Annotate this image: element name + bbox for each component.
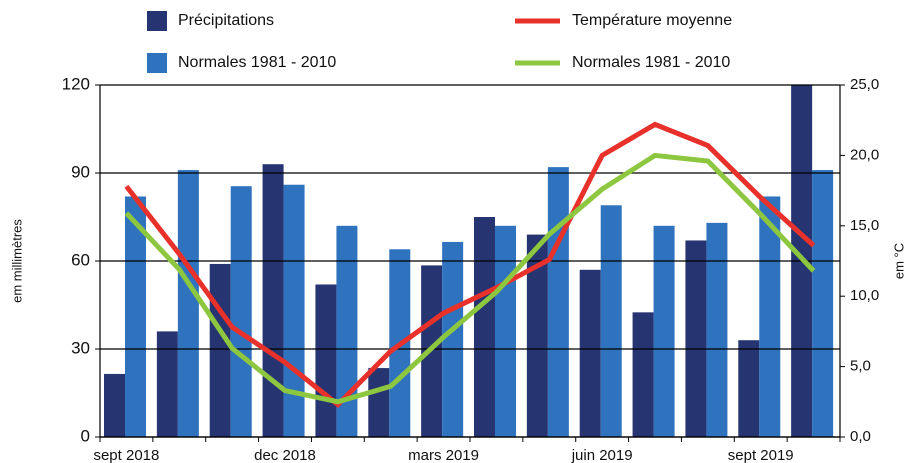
legend-label: Précipitations [178, 12, 274, 29]
bar [526, 234, 548, 437]
bar [442, 241, 464, 437]
bar [262, 164, 284, 437]
bar [706, 222, 728, 437]
legend-label: Température moyenne [572, 12, 732, 29]
x-tick-label: sept 2018 [93, 447, 159, 463]
line [124, 152, 816, 405]
bar [336, 225, 358, 437]
bar [209, 263, 231, 437]
legend: Précipitations Normales 1981 - 2010 Tempér… [147, 11, 732, 73]
bar [156, 331, 178, 437]
bar [125, 196, 146, 437]
line [124, 121, 816, 408]
bar [368, 368, 390, 437]
x-tick-label: mars 2019 [408, 447, 479, 463]
y-tick-label: 0 [81, 426, 90, 445]
y-axis-label: em millimètres [9, 219, 24, 303]
y-tick-label: 120 [62, 74, 90, 93]
y2-tick-label: 20,0 [850, 146, 879, 163]
y2-tick-label: 5,0 [850, 358, 871, 375]
y-tick-label: 60 [71, 250, 90, 269]
legend-swatch [147, 53, 167, 73]
bar [230, 186, 252, 437]
bar [177, 170, 199, 438]
bar [812, 170, 834, 438]
bar [474, 217, 495, 437]
legend-swatch [147, 11, 167, 31]
bar [283, 184, 305, 437]
x-tick-label: sept 2019 [728, 447, 794, 463]
x-tick-label: dec 2018 [254, 447, 316, 463]
bar [579, 269, 601, 437]
bar [600, 205, 622, 437]
y2-axis-label: em °C [891, 243, 906, 279]
legend-label: Normales 1981 - 2010 [572, 54, 730, 71]
legend-label: Normales 1981 - 2010 [178, 54, 336, 71]
bar [632, 312, 654, 437]
bar [685, 240, 707, 437]
x-tick-label: juin 2019 [571, 447, 633, 463]
y2-tick-label: 15,0 [850, 217, 879, 234]
y-tick-label: 90 [71, 162, 90, 181]
bar [495, 225, 516, 437]
bar [315, 284, 337, 437]
y2-tick-label: 0,0 [850, 428, 871, 445]
y2-tick-label: 10,0 [850, 287, 879, 304]
y-tick-label: 30 [71, 338, 90, 357]
y2-tick-label: 25,0 [850, 76, 879, 93]
bar [759, 196, 781, 437]
bar [104, 373, 125, 437]
bar [653, 225, 675, 437]
bar [738, 340, 760, 437]
bar [547, 167, 569, 437]
